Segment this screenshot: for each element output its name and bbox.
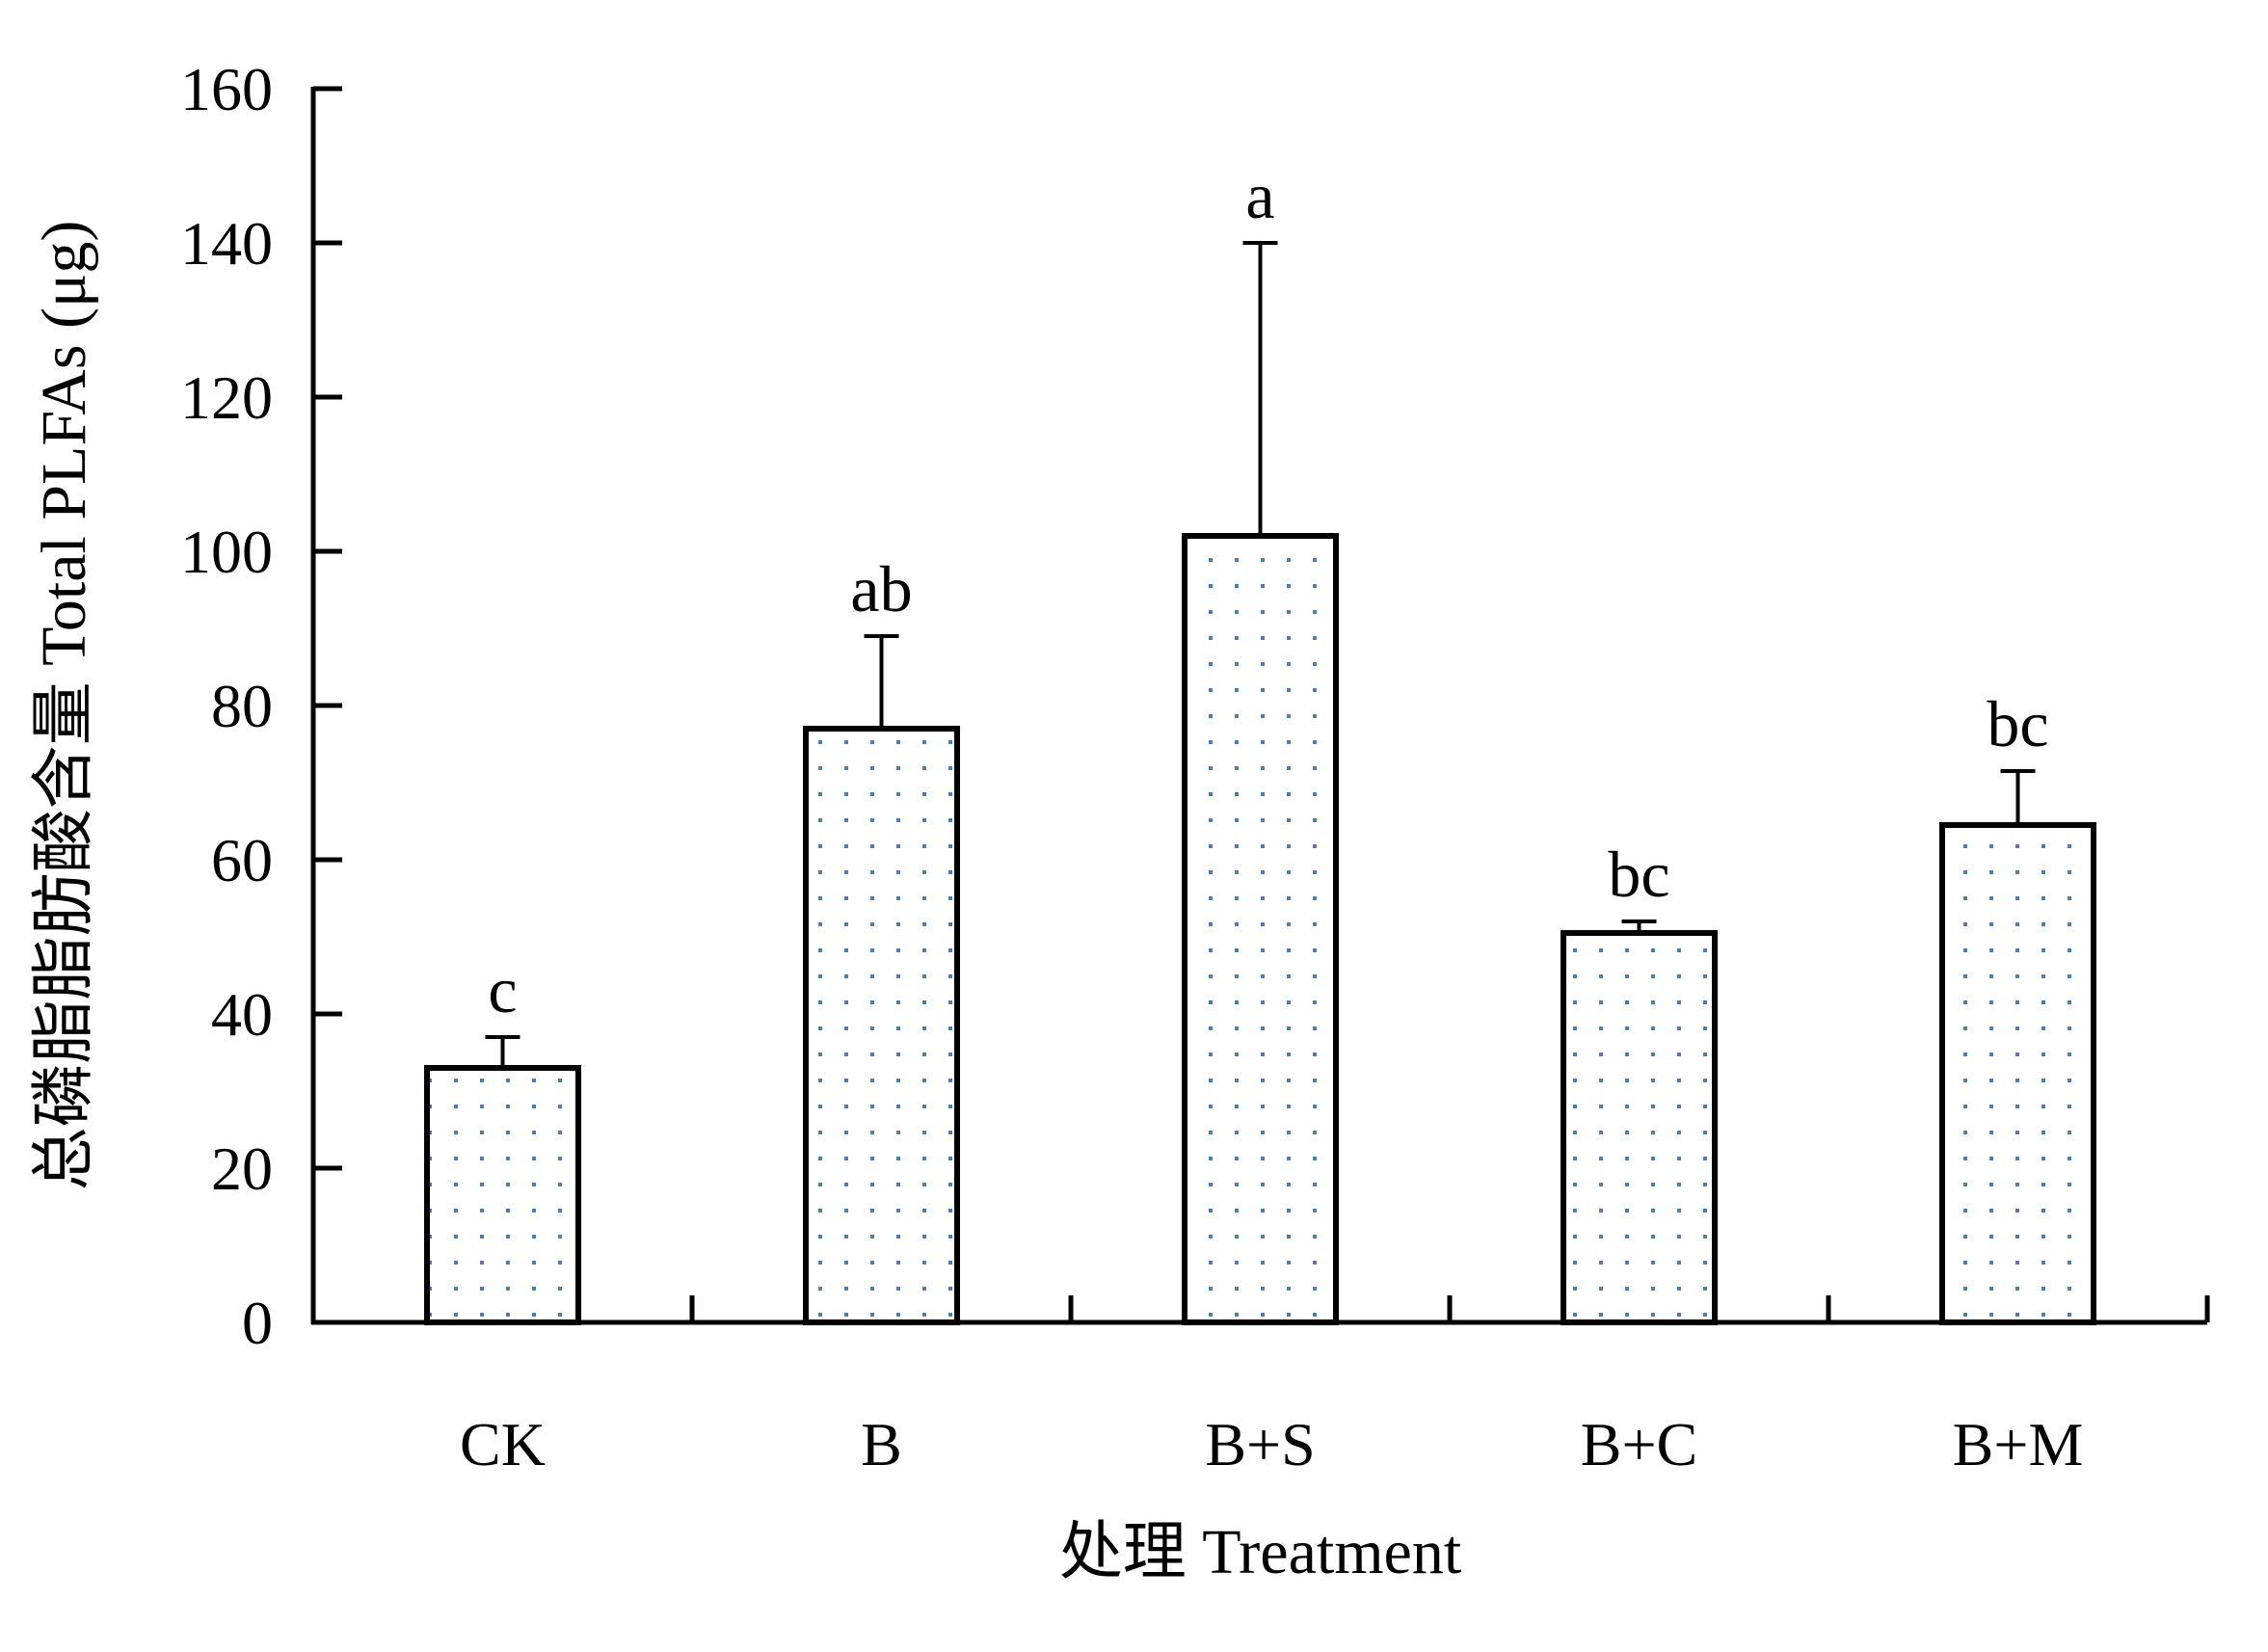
bars-layer [424,241,2096,1325]
y-axis-title: 总磷脂脂肪酸含量 Total PLFAs (μg) [29,221,99,1191]
x-tick-label: CK [460,1410,546,1479]
y-tick-label: 140 [180,209,273,278]
labels-layer: c CK ab Ba B+S bc B+C bc B+M 0 20 40 60 80 100 120 140 16… [180,55,2083,1479]
y-tick-label: 160 [180,55,273,123]
significance-label: bc [1608,838,1669,911]
significance-label: c [488,953,517,1026]
x-tick-label: B+M [1953,1410,2084,1479]
bar-b-c [1561,930,1718,1325]
y-tick-label: 0 [242,1289,273,1357]
x-axis-title: 处理 Treatment [1059,1517,1461,1587]
bar-ck [424,1065,581,1325]
significance-label: a [1245,159,1274,232]
y-tick-label: 80 [211,672,273,740]
bar-b [803,726,960,1325]
bar-b-s [1182,533,1339,1325]
x-tick-label: B [861,1410,902,1479]
y-tick-label: 40 [211,980,273,1049]
bar-b-m [1939,822,2096,1325]
y-tick-label: 120 [180,363,273,432]
y-tick-label: 20 [211,1134,273,1203]
x-tick-label: B+S [1205,1410,1315,1479]
y-tick-label: 100 [180,518,273,586]
y-tick-label: 60 [211,826,273,894]
axes-layer [310,86,2210,1325]
significance-label: ab [850,552,912,626]
x-tick-label: B+C [1581,1410,1697,1479]
significance-label: bc [1987,687,2048,760]
